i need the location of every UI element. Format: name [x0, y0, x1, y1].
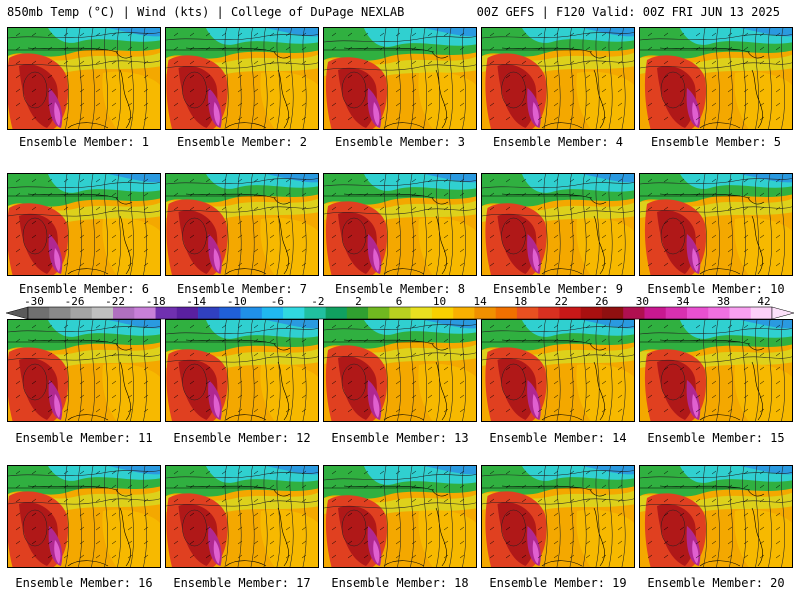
colorbar-swatch — [283, 307, 305, 319]
ensemble-member-label: Ensemble Member: 20 — [647, 576, 785, 590]
colorbar-tick: 22 — [554, 295, 568, 308]
colorbar-swatch — [91, 307, 114, 319]
colorbar-swatch — [495, 307, 518, 319]
ensemble-member-label: Ensemble Member: 6 — [18, 282, 150, 296]
colorbar-swatch — [474, 307, 496, 319]
ensemble-member-label: Ensemble Member: 18 — [331, 576, 469, 590]
colorbar-swatch — [198, 307, 220, 319]
ensemble-map — [165, 173, 319, 276]
colorbar-tick: -26 — [64, 295, 85, 308]
ensemble-map — [323, 173, 477, 276]
colorbar-tick: -6 — [270, 295, 284, 308]
colorbar-tick: 10 — [432, 295, 447, 308]
ensemble-member-label: Ensemble Member: 11 — [15, 431, 153, 445]
colorbar-swatch — [580, 307, 603, 319]
colorbar-swatch — [49, 307, 71, 319]
colorbar-swatch — [389, 307, 411, 319]
colorbar-tick: 38 — [716, 295, 731, 308]
colorbar-swatch — [113, 307, 135, 319]
colorbar-tick: -30 — [24, 295, 44, 308]
colorbar-swatch — [70, 307, 93, 319]
ensemble-member-label: Ensemble Member: 17 — [173, 576, 311, 590]
colorbar-swatch — [240, 307, 263, 319]
colorbar-swatch — [261, 307, 284, 319]
colorbar-swatch — [176, 307, 199, 319]
colorbar-swatch — [219, 307, 241, 319]
colorbar-swatch — [304, 307, 326, 319]
colorbar-tick: -22 — [105, 295, 126, 308]
colorbar-swatch — [665, 307, 688, 319]
ensemble-member-label: Ensemble Member: 10 — [647, 282, 785, 296]
ensemble-map — [7, 27, 161, 130]
ensemble-map — [7, 465, 161, 568]
colorbar-swatch — [28, 307, 50, 319]
ensemble-member-label: Ensemble Member: 14 — [489, 431, 627, 445]
ensemble-member-label: Ensemble Member: 5 — [650, 135, 782, 149]
ensemble-member-label: Ensemble Member: 4 — [492, 135, 624, 149]
colorbar-tick: 2 — [355, 295, 362, 308]
colorbar-swatch — [516, 307, 539, 319]
ensemble-map — [481, 27, 635, 130]
map-title: 850mb Temp (°C) | Wind (kts) | College o… — [7, 5, 405, 19]
ensemble-map — [639, 173, 793, 276]
ensemble-map — [323, 319, 477, 422]
ensemble-member-label: Ensemble Member: 16 — [15, 576, 153, 590]
ensemble-member-label: Ensemble Member: 15 — [647, 431, 785, 445]
ensemble-map — [481, 319, 635, 422]
ensemble-map — [481, 173, 635, 276]
colorbar-swatch — [134, 307, 156, 319]
colorbar-swatch — [686, 307, 709, 319]
colorbar-swatch — [453, 307, 475, 319]
colorbar-swatch — [623, 307, 645, 319]
ensemble-map — [7, 173, 161, 276]
ensemble-member-label: Ensemble Member: 12 — [173, 431, 311, 445]
colorbar-tick: -10 — [226, 295, 247, 308]
colorbar-swatch — [559, 307, 581, 319]
ensemble-map — [323, 27, 477, 130]
colorbar-tick: 26 — [595, 295, 609, 308]
colorbar-swatch — [708, 307, 730, 319]
colorbar-swatch — [538, 307, 560, 319]
ensemble-member-label: Ensemble Member: 2 — [176, 135, 308, 149]
colorbar-tick: 42 — [757, 295, 771, 308]
colorbar-swatch — [368, 307, 390, 319]
ensemble-member-label: Ensemble Member: 7 — [176, 282, 308, 296]
colorbar-swatch — [155, 307, 178, 319]
ensemble-map — [481, 465, 635, 568]
run-valid-time: 00Z GEFS | F120 Valid: 00Z FRI JUN 13 20… — [476, 5, 780, 19]
ensemble-map — [165, 27, 319, 130]
colorbar-swatch — [601, 307, 624, 319]
temperature-colorbar — [6, 306, 794, 320]
colorbar-swatch — [325, 307, 348, 319]
colorbar-tick: -14 — [186, 295, 207, 308]
ensemble-member-label: Ensemble Member: 9 — [492, 282, 624, 296]
colorbar-swatch — [346, 307, 369, 319]
colorbar-swatch — [644, 307, 667, 319]
ensemble-map — [639, 27, 793, 130]
colorbar-swatch — [729, 307, 752, 319]
colorbar-tick: 30 — [635, 295, 649, 308]
colorbar-tick: 6 — [395, 295, 403, 308]
colorbar-tick: 34 — [676, 295, 690, 308]
ensemble-map — [165, 319, 319, 422]
ensemble-map — [165, 465, 319, 568]
ensemble-member-label: Ensemble Member: 1 — [18, 135, 150, 149]
colorbar-tick: 14 — [473, 295, 487, 308]
ensemble-map — [7, 319, 161, 422]
colorbar-min-arrow — [6, 306, 29, 320]
colorbar-swatch — [431, 307, 454, 319]
colorbar-max-arrow — [771, 306, 794, 320]
ensemble-member-label: Ensemble Member: 8 — [334, 282, 466, 296]
colorbar-swatch — [750, 307, 773, 319]
colorbar-swatch — [410, 307, 433, 319]
ensemble-member-label: Ensemble Member: 3 — [334, 135, 466, 149]
colorbar-tick: -2 — [311, 295, 325, 308]
ensemble-map — [639, 319, 793, 422]
ensemble-member-label: Ensemble Member: 19 — [489, 576, 627, 590]
colorbar-tick: 18 — [514, 295, 528, 308]
ensemble-map — [323, 465, 477, 568]
ensemble-member-label: Ensemble Member: 13 — [331, 431, 469, 445]
ensemble-map — [639, 465, 793, 568]
colorbar-tick: -18 — [145, 295, 166, 308]
